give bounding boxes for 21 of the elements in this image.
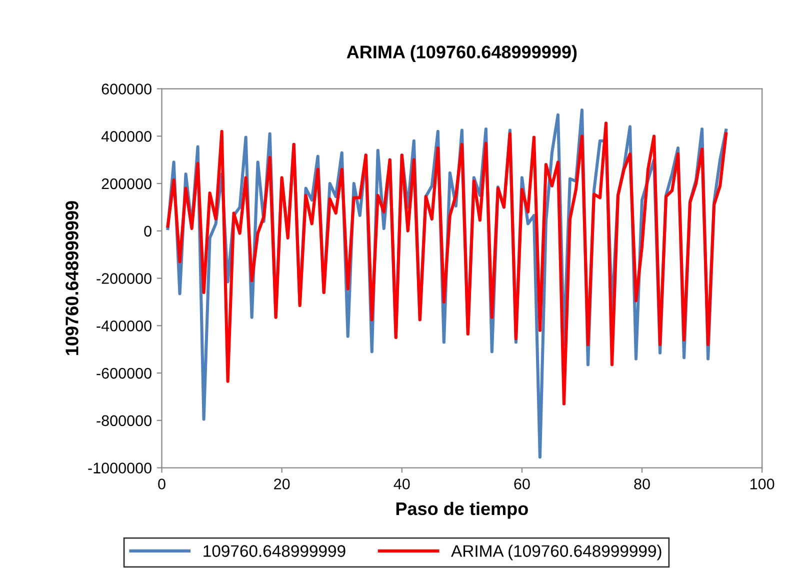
y-tick-label: -800000 [96,415,152,426]
legend-label: 109760.648999999 [204,545,346,557]
y-tick-label: 600000 [102,84,152,94]
y-tick-label: 0 [144,226,152,237]
x-tick-label: 0 [158,478,166,490]
x-tick-label: 100 [750,478,774,490]
x-axis-title: Paso de tiempo [396,502,528,519]
y-tick-label: -1000000 [88,462,152,474]
y-tick-label: -400000 [96,320,152,332]
y-tick-label: 200000 [102,178,152,190]
y-tick-label: -200000 [96,273,152,284]
x-tick-label: 40 [394,478,410,490]
y-tick-label: 400000 [101,131,152,142]
line-series [166,122,728,406]
y-tick-label: -600000 [96,368,152,379]
y-axis-title: 109760.648999999 [66,201,78,355]
chart-title: ARIMA (109760.648999999) [346,45,577,62]
x-tick-label: 80 [634,478,650,490]
x-tick-label: 60 [514,478,530,490]
legend-label: ARIMA (109760.648999999) [451,544,662,560]
x-tick-label: 20 [274,478,290,490]
